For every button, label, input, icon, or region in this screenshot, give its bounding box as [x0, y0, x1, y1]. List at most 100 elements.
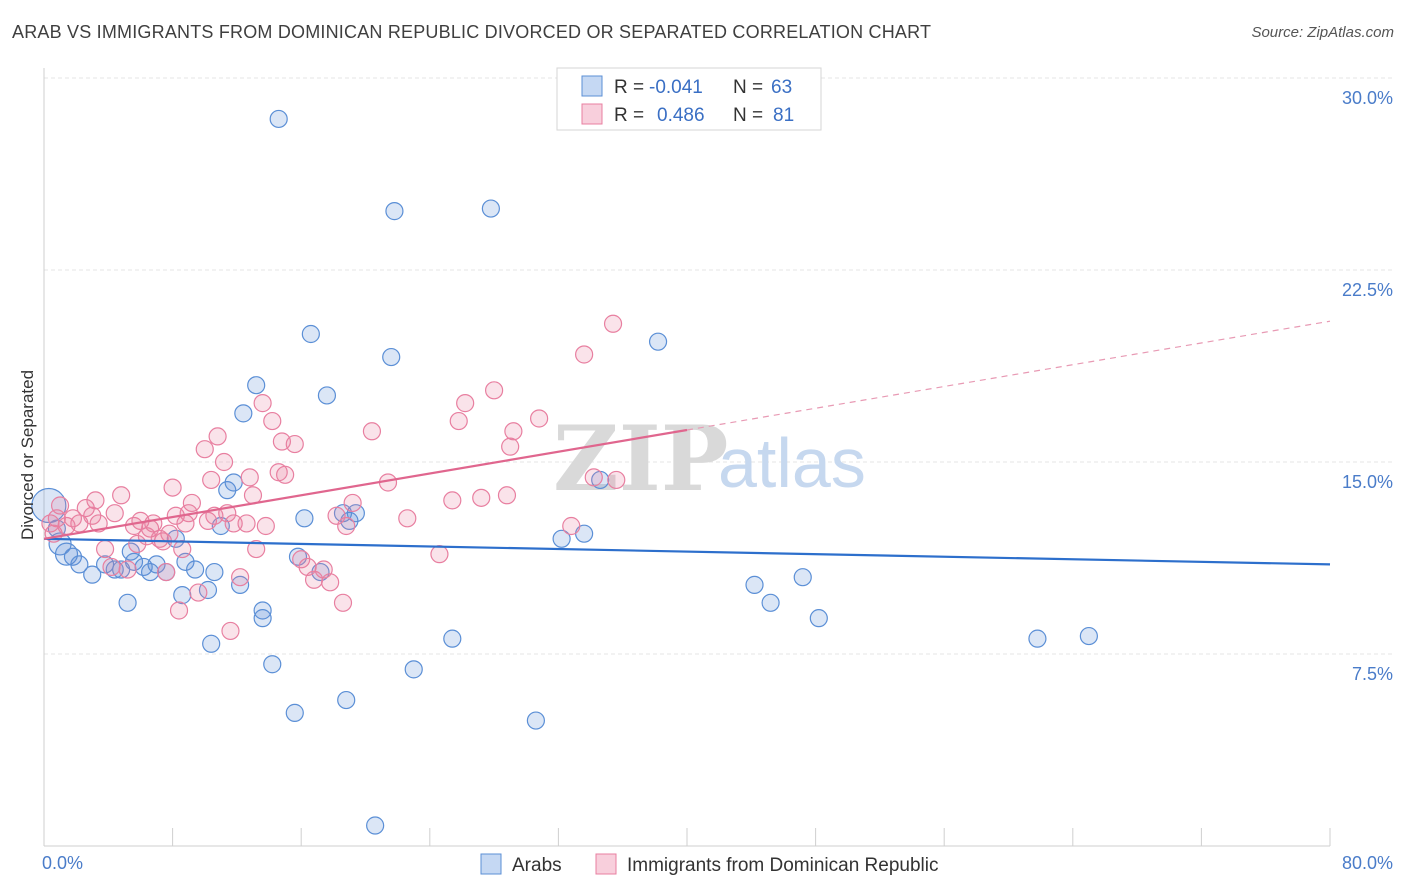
point-arabs — [404, 660, 423, 679]
point-arabs — [186, 560, 205, 579]
legend-n-label-2: N = — [733, 105, 763, 126]
point-arabs — [1079, 626, 1098, 646]
point-dominican — [221, 621, 240, 641]
point-dominican — [202, 470, 221, 490]
point-arabs — [382, 347, 401, 367]
chart-title: ARAB VS IMMIGRANTS FROM DOMINICAN REPUBL… — [12, 22, 932, 42]
point-arabs — [247, 376, 266, 395]
point-dominican — [263, 411, 282, 431]
point-arabs — [481, 199, 500, 218]
point-dominican — [603, 314, 623, 333]
point-dominican — [430, 545, 449, 564]
point-dominican — [333, 593, 353, 612]
point-arabs — [253, 609, 272, 628]
point-dominican — [530, 409, 549, 428]
point-arabs — [263, 655, 282, 674]
legend-n-dominican: 81 — [773, 105, 794, 126]
point-dominican — [443, 491, 462, 510]
legend-box: R = -0.041 N = 63 R = 0.486 N = 81 — [556, 67, 822, 131]
point-dominican — [562, 516, 581, 536]
point-dominican — [321, 573, 340, 592]
y-tick-label: 15.0% — [1342, 472, 1393, 492]
point-dominican — [497, 486, 517, 505]
point-dominican — [240, 468, 259, 487]
point-arabs — [443, 629, 462, 648]
point-dominican — [157, 562, 176, 582]
point-dominican — [485, 381, 504, 400]
point-arabs — [366, 816, 385, 835]
trend-lines — [43, 320, 1331, 566]
point-arabs — [234, 404, 253, 423]
y-tick-label: 7.5% — [1352, 664, 1393, 684]
point-arabs — [205, 562, 224, 582]
point-arabs — [105, 560, 124, 579]
point-dominican — [607, 470, 626, 490]
y-tick-label: 30.0% — [1342, 88, 1393, 108]
point-dominican — [189, 583, 208, 602]
point-dominican — [337, 516, 356, 536]
point-dominican — [95, 539, 115, 559]
point-dominican — [231, 568, 250, 587]
point-dominican — [449, 411, 468, 431]
point-dominican — [86, 491, 105, 510]
legend-r-dominican: 0.486 — [657, 105, 705, 126]
point-arabs — [224, 473, 243, 492]
point-dominican — [50, 496, 70, 515]
point-dominican — [173, 539, 192, 559]
bottom-legend: Arabs Immigrants from Dominican Republic — [480, 853, 939, 876]
point-dominican — [584, 468, 603, 487]
point-dominican — [253, 394, 272, 413]
point-dominican — [398, 509, 417, 528]
y-axis-title: Divorced or Separated — [18, 370, 37, 540]
point-arabs — [173, 586, 192, 605]
point-dominican — [362, 422, 382, 441]
grid-lines — [44, 77, 1392, 655]
x-tick-label-min: 0.0% — [42, 853, 83, 873]
point-dominican — [256, 516, 275, 536]
point-dominican — [144, 514, 163, 533]
watermark: ZIP atlas — [553, 406, 866, 512]
point-dominican — [504, 422, 523, 441]
point-arabs — [745, 575, 764, 594]
point-dominican — [169, 601, 189, 620]
x-tick-label-max: 80.0% — [1342, 853, 1393, 873]
point-arabs — [202, 634, 221, 653]
point-dominican — [150, 529, 169, 548]
legend-r-arabs: -0.041 — [649, 77, 703, 98]
point-dominican — [163, 478, 182, 497]
point-arabs — [147, 555, 166, 574]
point-arabs — [317, 386, 337, 405]
point-arabs — [337, 690, 356, 710]
point-arabs — [385, 202, 404, 221]
axes — [43, 68, 1331, 847]
legend-r-label-2: R = — [614, 105, 644, 126]
legend-swatch-dominican — [581, 103, 603, 125]
bottom-legend-label-dominican: Immigrants from Dominican Republic — [627, 855, 939, 876]
trend-line-arabs — [43, 537, 1331, 566]
point-arabs — [118, 593, 137, 612]
point-arabs — [1028, 629, 1047, 648]
point-dominican — [343, 493, 362, 513]
watermark-atlas: atlas — [718, 424, 866, 502]
point-dominican — [243, 486, 263, 505]
point-dominican — [285, 434, 304, 454]
point-dominican — [105, 504, 124, 523]
x-tick-labels: 0.0% 80.0% — [42, 853, 1393, 873]
watermark-zip: ZIP — [553, 406, 728, 512]
data-points — [31, 109, 1098, 835]
point-arabs — [526, 711, 545, 730]
point-dominican — [102, 557, 121, 577]
point-arabs — [761, 593, 780, 612]
point-dominican — [247, 539, 266, 559]
point-dominican — [182, 493, 201, 513]
point-dominican — [214, 452, 234, 472]
point-dominican — [195, 440, 214, 459]
point-dominican — [89, 514, 108, 533]
legend-n-arabs: 63 — [771, 77, 792, 98]
point-dominican — [112, 486, 131, 505]
legend-r-label: R = — [614, 77, 644, 98]
point-arabs — [253, 601, 272, 620]
point-arabs — [552, 529, 571, 548]
point-dominican — [501, 437, 520, 456]
